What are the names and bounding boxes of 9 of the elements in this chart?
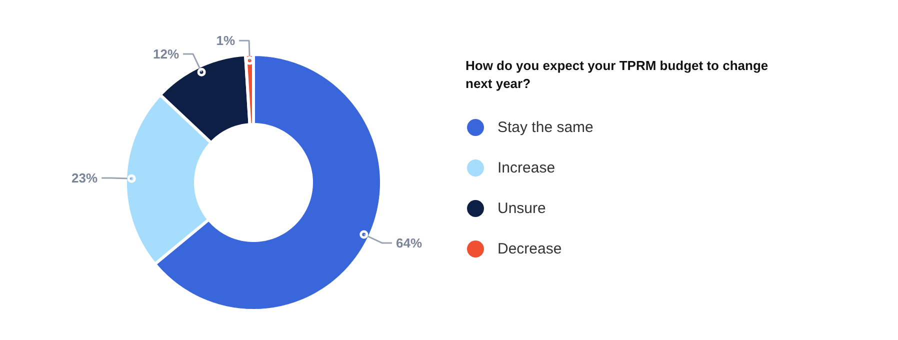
- data-label: 12%: [153, 46, 180, 62]
- data-label: 23%: [72, 170, 98, 186]
- legend-label: Increase: [498, 160, 556, 176]
- text: How do you expect your TPRM budget to change next year?: [466, 58, 768, 91]
- data-label: 64%: [396, 235, 422, 250]
- data-label: 1%: [216, 33, 236, 48]
- legend-label: Stay the same: [498, 119, 594, 136]
- legend-label: Decrease: [498, 240, 562, 258]
- legend-label: Unsure: [498, 200, 546, 217]
